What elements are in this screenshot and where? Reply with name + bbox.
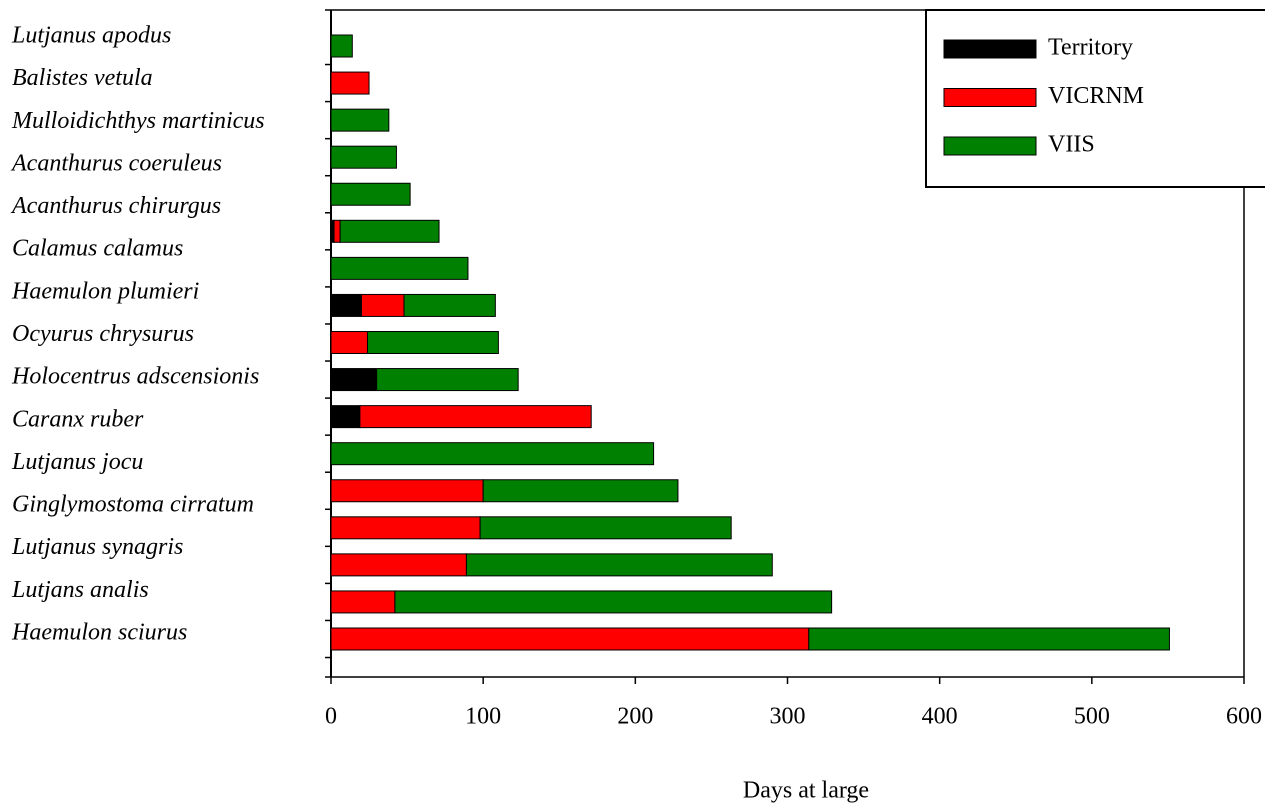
bar-segment — [339, 219, 440, 243]
category-label: Lutjanus apodus — [11, 23, 171, 49]
bar-segment — [330, 182, 411, 206]
category-label: Mulloidichthys martinicus — [11, 108, 265, 134]
bar-segment — [330, 331, 369, 354]
category-label: Acanthurus chirurgus — [10, 193, 221, 219]
category-label: Haemulon sciurus — [11, 620, 187, 646]
legend-label: Territory — [1048, 35, 1133, 61]
bar-segment — [479, 516, 732, 540]
bar-segment — [330, 627, 810, 651]
legend-swatch — [943, 136, 1037, 156]
legend-swatch — [943, 88, 1037, 107]
legend-label: VICRNM — [1048, 83, 1144, 109]
bar-segment — [394, 590, 833, 614]
category-label: Balistes vetula — [12, 65, 153, 91]
bar-segment — [330, 108, 390, 132]
bar-segment — [376, 368, 519, 392]
bar-segment — [330, 145, 397, 169]
category-label: Caranx ruber — [12, 406, 144, 432]
category-label: Haemulon plumieri — [11, 278, 199, 304]
bar-segment — [330, 479, 484, 503]
legend-label: VIIS — [1048, 132, 1095, 158]
bar-segment — [330, 368, 378, 392]
bar-segment — [367, 331, 499, 354]
category-label: Ocyurus chrysurus — [12, 321, 194, 347]
category-label: Acanthurus coeruleus — [10, 150, 222, 176]
x-tick-label: 100 — [465, 704, 501, 730]
x-tick-label: 400 — [922, 704, 958, 730]
bar-segment — [359, 405, 592, 429]
bar-segment — [808, 627, 1170, 651]
category-label: Lutjanus jocu — [11, 449, 143, 475]
category-label: Calamus calamus — [12, 236, 183, 262]
bar-segment — [330, 590, 396, 614]
bar-segment — [482, 479, 679, 503]
bar-segment — [360, 293, 405, 317]
category-label: Lutjans analis — [11, 577, 149, 603]
x-axis-label: Days at large — [743, 778, 869, 804]
bar-segment — [330, 293, 362, 317]
bar-segment — [333, 219, 341, 243]
bar-segment — [330, 442, 655, 466]
x-tick-label: 300 — [770, 704, 806, 730]
bar-segment — [403, 293, 496, 317]
x-tick-label: 500 — [1074, 704, 1110, 730]
bar-segment — [330, 553, 467, 577]
legend-swatch — [943, 39, 1037, 59]
bar-segment — [330, 516, 481, 540]
category-label: Lutjanus synagris — [11, 534, 183, 560]
x-tick-label: 0 — [325, 704, 337, 730]
bar-segment — [330, 256, 469, 280]
bar-segment — [465, 553, 773, 577]
category-label: Ginglymostoma cirratum — [12, 492, 254, 518]
bar-segment — [330, 34, 353, 58]
bar-segment — [330, 71, 370, 95]
x-tick-label: 200 — [617, 704, 653, 730]
bar-segment — [330, 405, 361, 429]
x-tick-label: 600 — [1226, 704, 1262, 730]
category-label: Holocentrus adscensionis — [11, 364, 259, 390]
